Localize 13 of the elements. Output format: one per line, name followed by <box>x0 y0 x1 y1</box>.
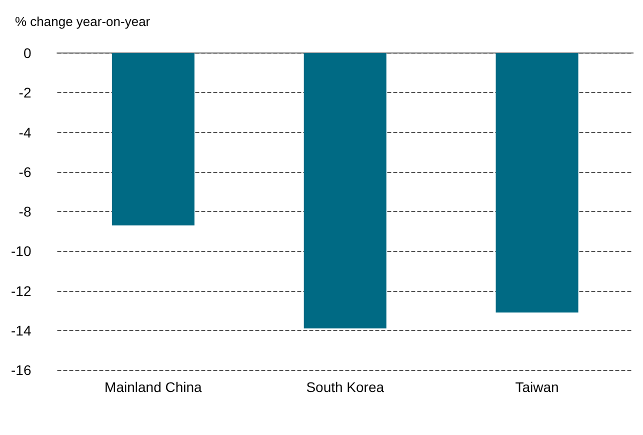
x-tick-label: South Korea <box>306 379 384 395</box>
y-tick-label: -4 <box>18 124 32 140</box>
y-tick-label: -10 <box>11 243 32 260</box>
x-tick-label: Taiwan <box>515 379 559 395</box>
y-axis-title: % change year-on-year <box>15 14 151 29</box>
y-tick-label: -6 <box>18 164 32 180</box>
y-tick-label: -2 <box>18 84 32 101</box>
x-tick-label: Mainland China <box>104 379 202 395</box>
y-tick-label: 0 <box>23 45 32 61</box>
y-tick-label: -12 <box>11 282 32 299</box>
y-tick-label: -8 <box>18 204 32 220</box>
y-tick-label: -14 <box>11 322 32 338</box>
y-tick-label: -16 <box>11 362 32 378</box>
